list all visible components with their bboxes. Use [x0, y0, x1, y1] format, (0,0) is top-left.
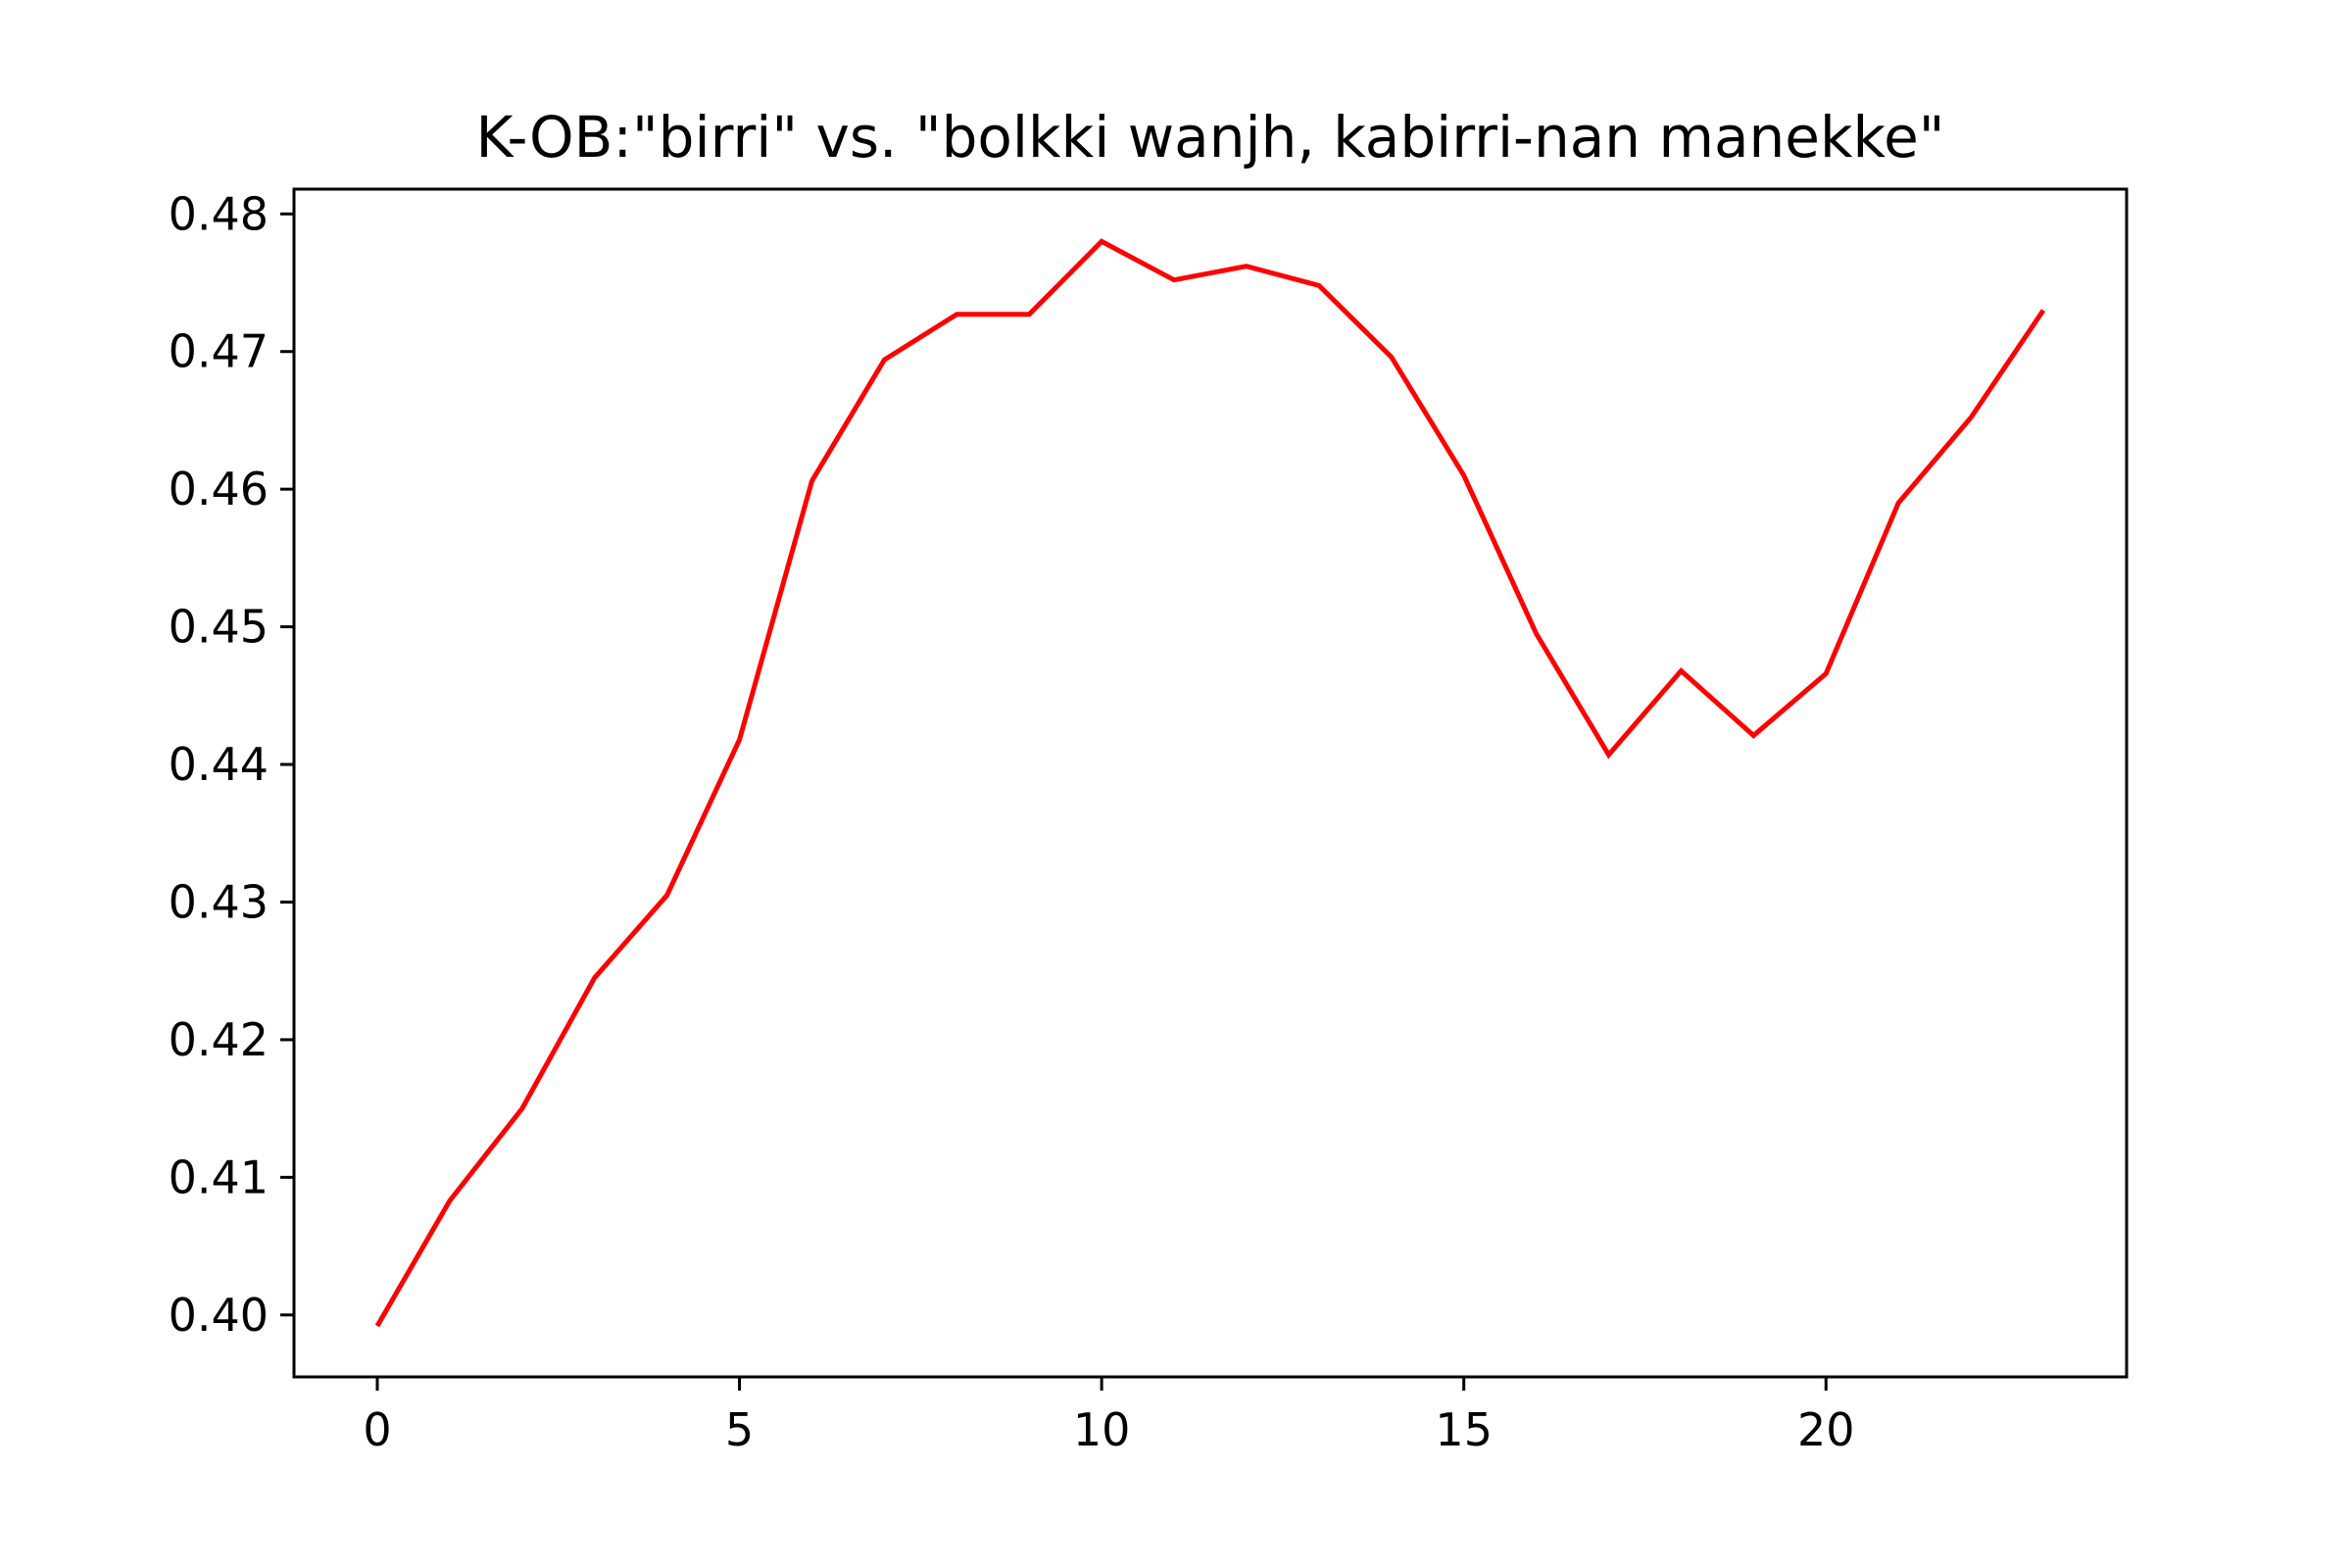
y-tick-label: 0.40 [169, 1289, 269, 1342]
x-tick-label: 0 [363, 1403, 391, 1456]
y-axis: 0.40 0.41 0.42 0.43 0.44 0.45 0.46 0.47 0.48 [169, 187, 294, 1342]
y-tick-label: 0.41 [169, 1151, 269, 1203]
y-tick-label: 0.44 [169, 738, 269, 791]
y-tick-label: 0.46 [169, 463, 269, 515]
x-tick-label: 5 [725, 1403, 754, 1456]
y-tick-label: 0.48 [169, 187, 269, 240]
x-tick-label: 15 [1435, 1403, 1493, 1456]
plot-frame [292, 187, 2129, 1379]
plot-series [374, 238, 2046, 1328]
series-line [374, 238, 2046, 1328]
y-tick-label: 0.47 [169, 325, 269, 378]
y-tick-label: 0.45 [169, 601, 269, 654]
x-axis: 0 5 10 15 20 [363, 1377, 1855, 1456]
x-tick-label: 10 [1073, 1403, 1131, 1456]
y-tick-label: 0.42 [169, 1013, 269, 1066]
chart-title: K-OB:"birri" vs. "bolkki wanjh, kabirri-… [476, 104, 1945, 171]
y-tick-label: 0.43 [169, 875, 269, 928]
x-tick-label: 20 [1797, 1403, 1855, 1456]
